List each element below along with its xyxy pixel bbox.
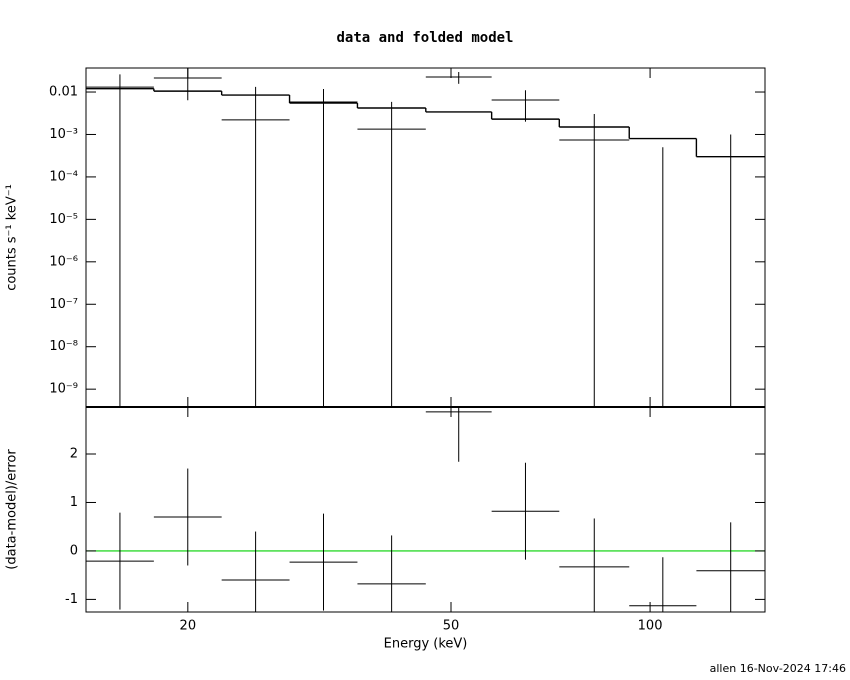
plot-area	[86, 407, 765, 612]
y-axis-label: counts s⁻¹ keV⁻¹	[5, 184, 20, 291]
y-tick-label: 10⁻⁴	[49, 169, 78, 184]
y-tick-label: 1	[70, 495, 78, 510]
plot-area	[86, 68, 765, 407]
y-axis-label: (data-model)/error	[5, 449, 20, 570]
y-tick-label: 10⁻⁷	[49, 297, 78, 312]
chart-title: data and folded model	[336, 30, 513, 46]
y-tick-label: 10⁻³	[49, 127, 78, 142]
y-tick-label: 10⁻⁶	[49, 254, 78, 269]
y-tick-label: 0	[70, 543, 78, 558]
y-tick-label: 2	[70, 447, 78, 462]
x-tick-label: 50	[443, 619, 460, 634]
footer: allen 16-Nov-2024 17:46	[710, 662, 846, 675]
y-tick-label: 10⁻⁹	[49, 382, 78, 397]
x-tick-label: 100	[638, 619, 663, 634]
y-tick-label: 10⁻⁸	[49, 339, 78, 354]
x-tick-label: 20	[180, 619, 197, 634]
y-tick-label: -1	[65, 592, 78, 607]
y-tick-label: 10⁻⁵	[49, 212, 78, 227]
y-tick-label: 0.01	[49, 85, 78, 100]
x-axis-label: Energy (keV)	[384, 637, 468, 652]
